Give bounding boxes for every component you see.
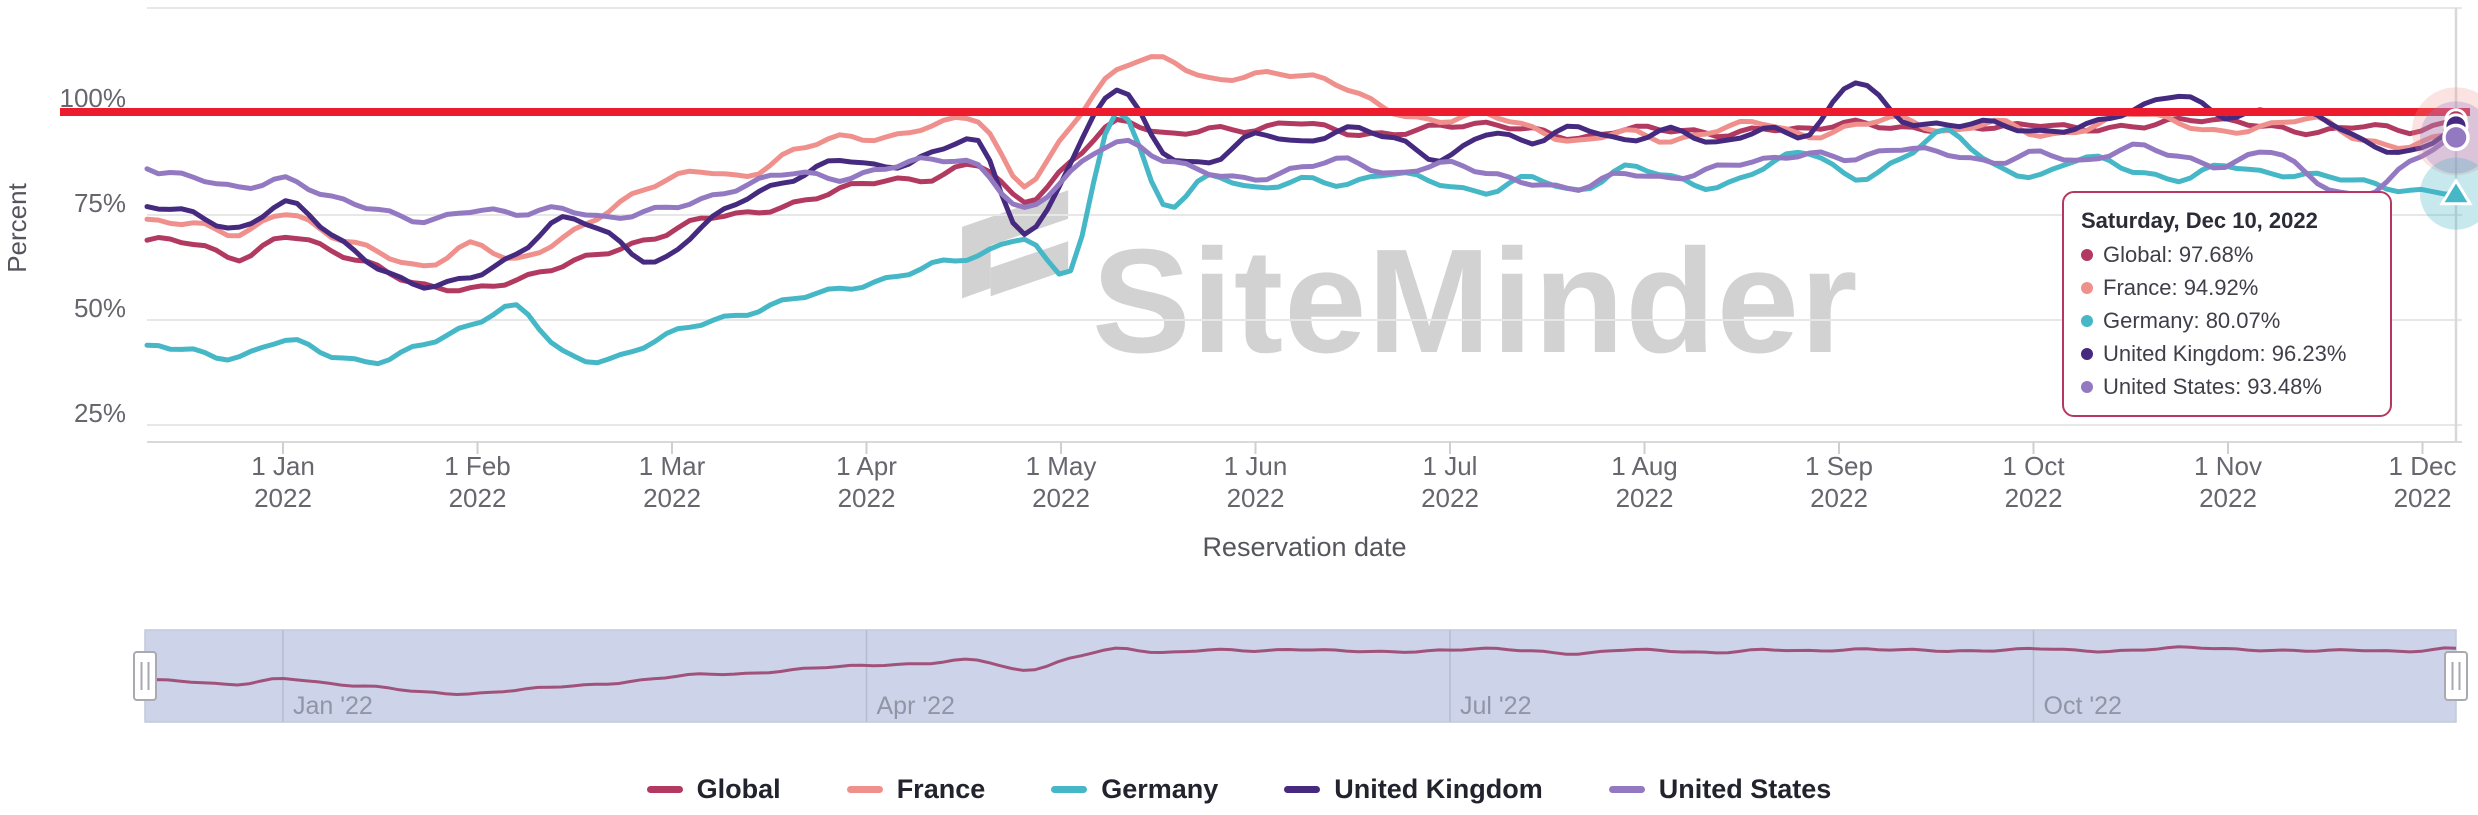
y-axis-label: 25%: [74, 398, 126, 428]
legend-item-france[interactable]: France: [846, 773, 986, 805]
x-axis-label: 1 Jan 2022: [251, 451, 315, 513]
legend-dash-icon: [846, 785, 883, 793]
x-axis-label: 1 Nov 2022: [2194, 451, 2262, 513]
hover-markers: [2412, 87, 2478, 230]
legend-item-global[interactable]: Global: [646, 773, 781, 805]
navigator[interactable]: Jan '22 Apr '22 Jul '22 Oct '22: [133, 629, 2468, 723]
x-axis-label: 1 Jun 2022: [1224, 451, 1288, 513]
y-axis-label: 75%: [74, 188, 126, 218]
x-axis-title: Reservation date: [1202, 532, 1406, 562]
tooltip-row-france: France: 94.92%: [2081, 271, 2373, 304]
x-axis-label: 1 Sep 2022: [1805, 451, 1873, 513]
watermark: SiteMinder: [962, 190, 1858, 384]
navigator-label: Apr '22: [877, 692, 955, 720]
x-axis-label: 1 Jul 2022: [1421, 451, 1479, 513]
united-states-marker: [2442, 123, 2470, 152]
series-bullet-icon: [2081, 347, 2093, 360]
series-germany-line: [144, 108, 2459, 367]
legend-dash-icon: [1608, 785, 1645, 793]
series-bullet-icon: [2081, 380, 2093, 393]
navigator-series-line: [144, 645, 2457, 697]
series-bullet-icon: [2081, 314, 2093, 327]
legend-label: France: [896, 773, 986, 804]
tooltip-row-global: Global: 97.68%: [2081, 238, 2373, 271]
legend-dash-icon: [1284, 785, 1321, 793]
watermark-text: SiteMinder: [1092, 219, 1859, 384]
y-axis-title: Percent: [2, 182, 32, 272]
legend-item-germany[interactable]: Germany: [1051, 774, 1218, 805]
navigator-label: Jul '22: [1460, 692, 1531, 720]
tooltip-row-united-kingdom: United Kingdom: 96.23%: [2081, 337, 2373, 370]
legend-label: Germany: [1101, 773, 1219, 804]
series-bullet-icon: [2081, 281, 2093, 294]
legend-item-united-states[interactable]: United States: [1608, 773, 1832, 805]
y-axis-label: 50%: [74, 293, 126, 323]
tooltip-row-germany: Germany: 80.07%: [2081, 304, 2373, 337]
germany-triangle-marker: [2439, 177, 2473, 206]
x-axis-label: 1 Apr 2022: [836, 451, 897, 513]
x-axis-label: 1 Oct 2022: [2002, 451, 2065, 513]
tooltip-rows: Global: 97.68% France: 94.92% Germany: 80.…: [2081, 238, 2373, 403]
handle-grip[interactable]: [133, 651, 157, 701]
navigator-handle-left[interactable]: [133, 651, 157, 701]
navigator-label: Jan '22: [293, 692, 373, 720]
tooltip: Saturday, Dec 10, 2022 Global: 97.68% Fra…: [2062, 191, 2392, 417]
tooltip-title: Saturday, Dec 10, 2022: [2081, 208, 2318, 233]
series-bullet-icon: [2081, 248, 2093, 261]
y-axis-label: 100%: [60, 83, 127, 113]
legend-label: Global: [696, 773, 781, 804]
tooltip-row-united-states: United States: 93.48%: [2081, 370, 2373, 403]
tooltip-row-text: United States: 93.48%: [2103, 374, 2322, 399]
x-axis-label: 1 Aug 2022: [1611, 451, 1678, 513]
legend-label: United States: [1658, 773, 1832, 804]
x-axis-label: 1 Dec 2022: [2389, 451, 2457, 513]
watermark-logo-icon: [990, 241, 1069, 297]
legend-label: United Kingdom: [1334, 773, 1543, 804]
x-axis-label: 1 May 2022: [1026, 451, 1097, 513]
legend-dash-icon: [1051, 785, 1088, 793]
x-axis-label: 1 Feb 2022: [444, 451, 511, 513]
navigator-label: Oct '22: [2044, 692, 2122, 720]
tooltip-row-text: Germany: 80.07%: [2103, 308, 2281, 333]
x-axis-label: 1 Mar 2022: [639, 451, 706, 513]
legend-dash-icon: [646, 785, 683, 793]
series-global-line: [144, 115, 2459, 294]
tooltip-row-text: United Kingdom: 96.23%: [2103, 341, 2347, 366]
legend-item-united-kingdom[interactable]: United Kingdom: [1284, 773, 1543, 805]
series-united-kingdom-line: [144, 80, 2459, 291]
tooltip-row-text: France: 94.92%: [2103, 275, 2259, 300]
legend: Global France Germany United Kingdom United …: [0, 768, 2478, 810]
series-group: [144, 54, 2459, 367]
navigator-handle-right[interactable]: [2444, 651, 2468, 701]
tooltip-row-text: Global: 97.68%: [2103, 242, 2254, 267]
series-united-states-line: [144, 134, 2459, 226]
handle-grip[interactable]: [2444, 651, 2468, 701]
